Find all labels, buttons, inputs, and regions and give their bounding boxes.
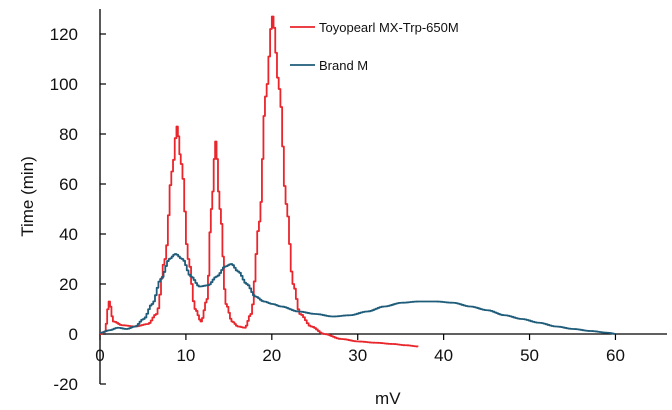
legend: Toyopearl MX-Trp-650M Brand M (290, 20, 459, 73)
y-tick-label: 40 (59, 225, 78, 244)
x-axis-title: mV (375, 389, 401, 408)
y-tick-label: 100 (50, 75, 78, 94)
x-tick-label: 30 (348, 346, 367, 365)
y-tick-label: 20 (59, 275, 78, 294)
x-tick-label: 50 (520, 346, 539, 365)
legend-label-brand-m: Brand M (319, 58, 368, 73)
y-tick-label: -20 (53, 375, 78, 394)
y-axis-title: Time (min) (18, 156, 37, 237)
series-line-brand-m (100, 253, 617, 335)
y-tick-label: 0 (69, 325, 78, 344)
x-tick-label: 10 (176, 346, 195, 365)
series-layer (100, 15, 617, 348)
axes-layer: -20 0 20 40 60 80 100 120 0 10 20 30 40 50 60 (50, 9, 667, 394)
legend-label-toyopearl-mx-trp-650m: Toyopearl MX-Trp-650M (319, 20, 459, 35)
x-tick-label: 60 (606, 346, 625, 365)
y-tick-label: 80 (59, 125, 78, 144)
x-tick-label: 20 (262, 346, 281, 365)
x-tick-label: 0 (95, 346, 104, 365)
y-tick-label: 120 (50, 25, 78, 44)
series-line-toyopearl-mx-trp-650m (100, 15, 419, 348)
y-tick-label: 60 (59, 175, 78, 194)
x-tick-label: 40 (434, 346, 453, 365)
